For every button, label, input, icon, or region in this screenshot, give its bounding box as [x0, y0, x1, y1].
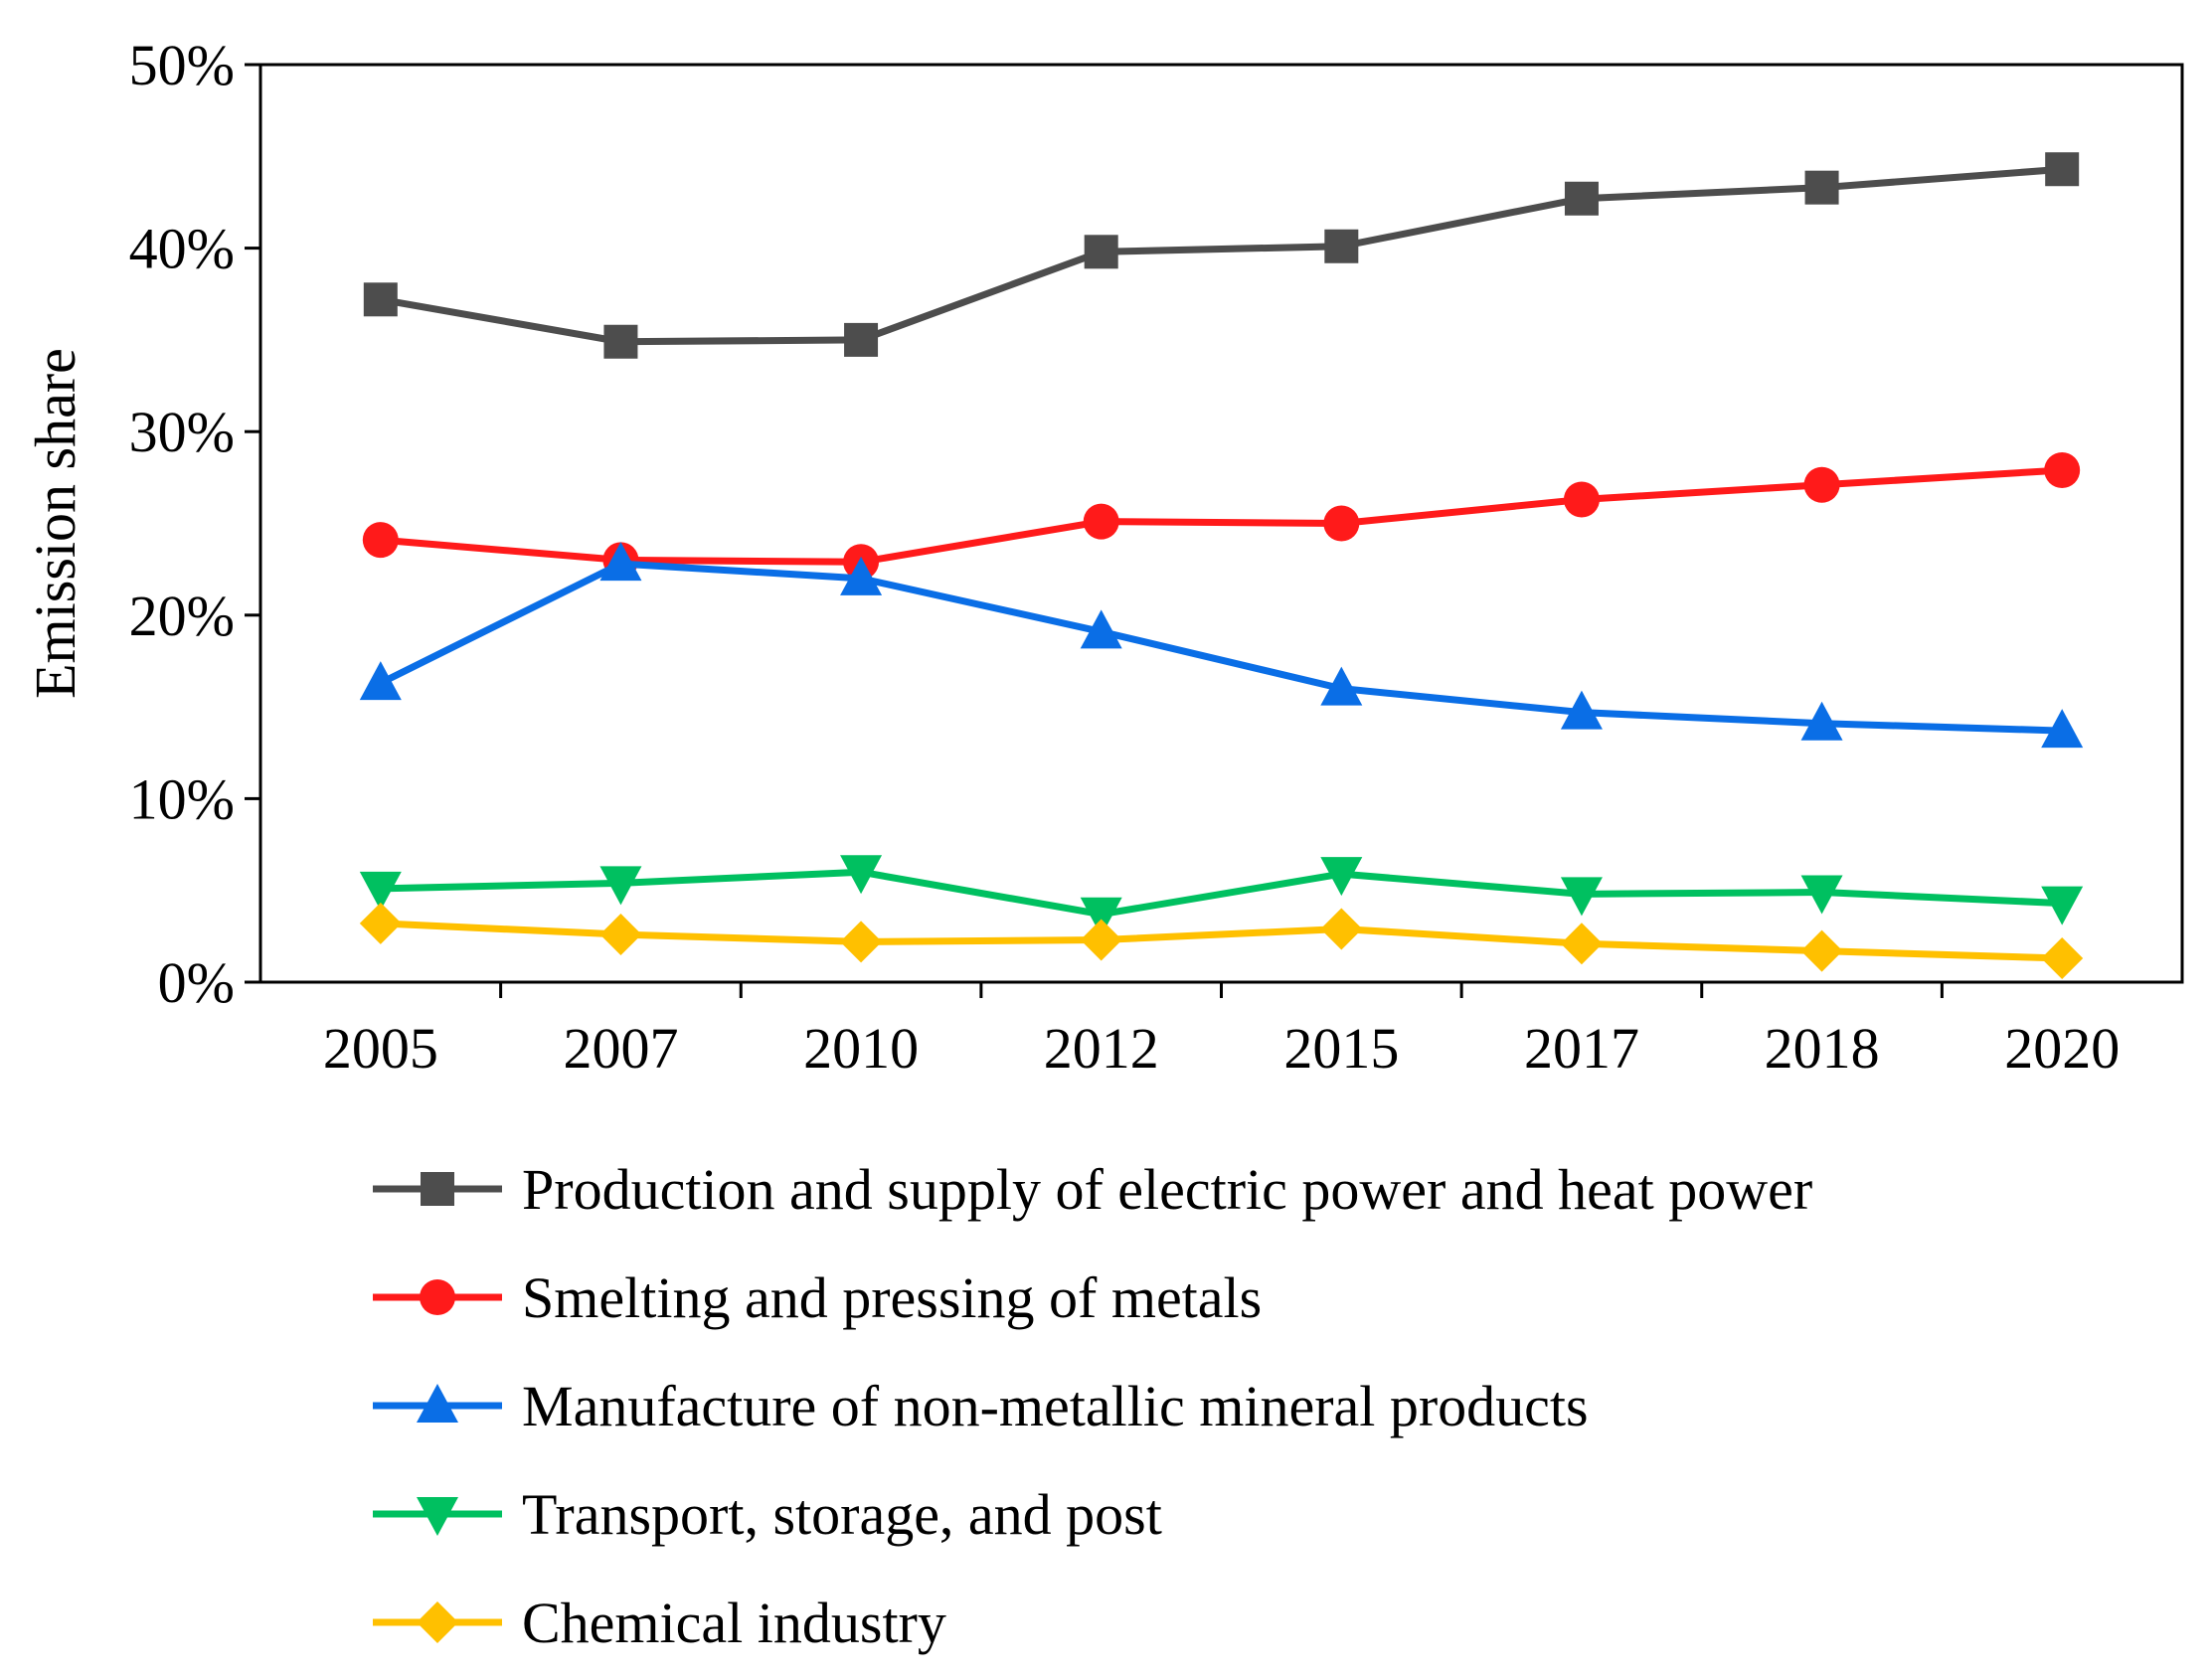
- y-tick-label: 40%: [129, 217, 235, 281]
- x-tick-label: 2010: [803, 1016, 919, 1081]
- data-point: [2045, 152, 2080, 187]
- data-point: [2041, 937, 2084, 980]
- data-point: [1084, 235, 1118, 269]
- data-point: [2041, 886, 2084, 925]
- data-point: [599, 542, 642, 582]
- data-point: [1080, 897, 1122, 936]
- data-point: [1083, 503, 1119, 540]
- data-point: [603, 324, 638, 359]
- data-point: [1803, 466, 1840, 503]
- chart-legend: Production and supply of electric power …: [373, 1157, 1812, 1655]
- series-line: [379, 560, 2063, 735]
- data-point: [1080, 609, 1122, 649]
- x-tick-label: 2007: [563, 1016, 678, 1081]
- x-tick-label: 2012: [1044, 1016, 1159, 1081]
- legend-marker: [421, 1172, 454, 1206]
- x-tick-label: 2017: [1524, 1016, 1639, 1081]
- data-point: [1320, 908, 1363, 950]
- data-point: [359, 661, 402, 701]
- data-point: [1323, 505, 1360, 542]
- data-point: [844, 322, 879, 357]
- series-5: [359, 902, 2084, 980]
- legend-label: Chemical industry: [522, 1591, 946, 1655]
- data-point: [1560, 877, 1603, 917]
- legend-item-5: Chemical industry: [373, 1591, 946, 1655]
- legend-item-3: Manufacture of non-metallic mineral prod…: [373, 1374, 1589, 1438]
- y-tick-label: 30%: [129, 400, 235, 464]
- y-tick-label: 0%: [158, 950, 235, 1015]
- data-point: [1800, 701, 1843, 741]
- data-point: [1324, 229, 1359, 263]
- data-point: [840, 921, 883, 963]
- legend-marker: [417, 1384, 458, 1423]
- series-line: [380, 466, 2063, 566]
- x-tick-label: 2020: [2004, 1016, 2120, 1081]
- data-point: [2041, 709, 2084, 749]
- x-tick-label: 2005: [323, 1016, 438, 1081]
- data-point: [359, 902, 402, 944]
- legend-label: Production and supply of electric power …: [522, 1157, 1812, 1222]
- chart-axes: 0% 10% 20% 30% 40% 50% 2005 2007 2010 2012 2015 201…: [23, 33, 2184, 1081]
- series-line: [380, 920, 2063, 962]
- data-point: [599, 914, 642, 956]
- data-point: [840, 855, 883, 895]
- data-point: [2044, 451, 2081, 488]
- series-1: [363, 152, 2080, 359]
- legend-item-1: Production and supply of electric power …: [373, 1157, 1812, 1222]
- series-line: [380, 868, 2063, 919]
- y-tick-label: 20%: [129, 584, 235, 648]
- data-point: [840, 556, 883, 595]
- legend-label: Transport, storage, and post: [522, 1482, 1162, 1547]
- x-tick-label: 2018: [1765, 1016, 1880, 1081]
- data-point: [362, 522, 399, 559]
- data-point: [1560, 923, 1603, 965]
- y-axis-title: Emission share: [23, 348, 87, 699]
- legend-marker: [417, 1497, 458, 1536]
- series-line: [380, 165, 2063, 346]
- data-point: [1564, 181, 1599, 216]
- x-tick-label: 2015: [1283, 1016, 1399, 1081]
- data-point: [1800, 875, 1843, 915]
- data-point: [1800, 929, 1843, 972]
- legend-label: Manufacture of non-metallic mineral prod…: [522, 1374, 1589, 1438]
- chart-series: [359, 152, 2084, 980]
- data-point: [359, 871, 402, 911]
- legend-marker: [417, 1601, 458, 1643]
- data-point: [1320, 857, 1363, 897]
- legend-label: Smelting and pressing of metals: [522, 1265, 1262, 1330]
- data-point: [1320, 666, 1363, 706]
- y-tick-label: 10%: [129, 766, 235, 831]
- legend-marker: [420, 1279, 455, 1315]
- data-point: [1563, 481, 1600, 518]
- data-point: [1080, 919, 1122, 961]
- legend-item-2: Smelting and pressing of metals: [373, 1265, 1262, 1330]
- y-tick-label: 50%: [129, 33, 235, 97]
- data-point: [1804, 170, 1839, 205]
- series-4: [359, 855, 2084, 936]
- legend-item-4: Transport, storage, and post: [373, 1482, 1162, 1547]
- data-point: [1560, 690, 1603, 730]
- data-point: [363, 282, 398, 317]
- data-point: [599, 866, 642, 906]
- series-3: [359, 542, 2084, 749]
